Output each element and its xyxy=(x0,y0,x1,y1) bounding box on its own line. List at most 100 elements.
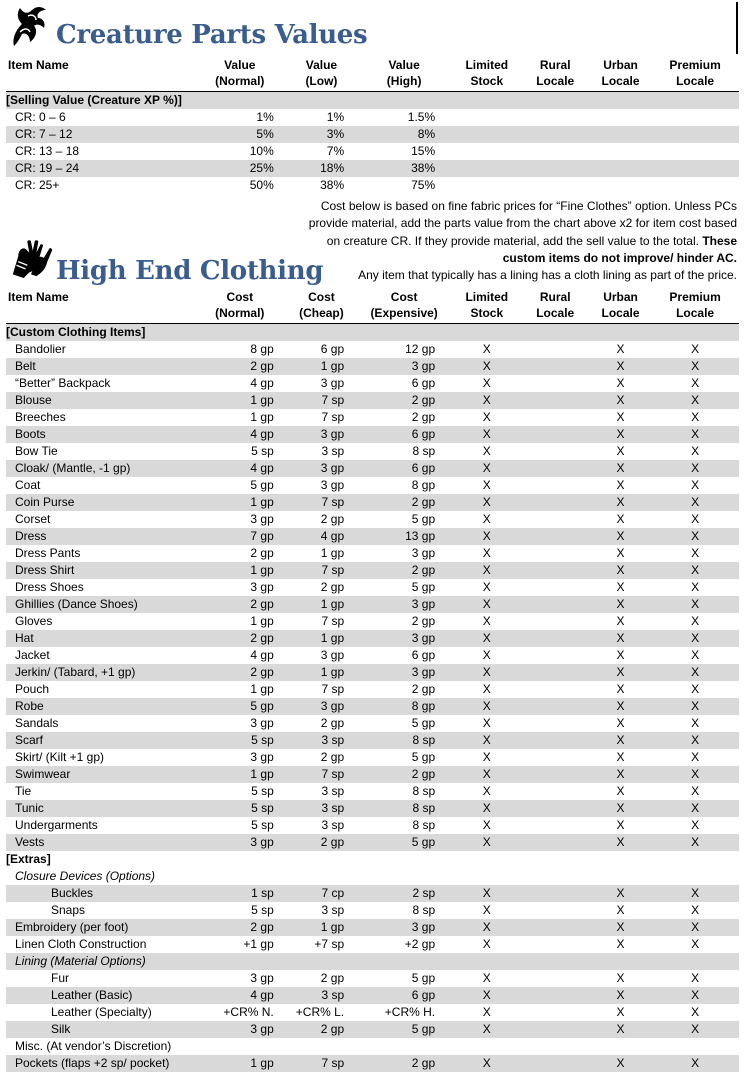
cell: X xyxy=(482,546,491,560)
cell: 4 gp xyxy=(250,648,274,662)
cell xyxy=(521,1004,590,1021)
cell: 5 sp xyxy=(251,818,274,832)
cell: X xyxy=(482,818,491,832)
cell: 3 gp xyxy=(355,596,454,613)
table-row: Belt 2 gp 1 gp 3 gp X X X xyxy=(6,358,739,375)
cell: 6 gp xyxy=(355,987,454,1004)
item-name: Breeches xyxy=(15,410,66,424)
item-name: Silk xyxy=(6,1021,192,1038)
item-name: Misc. (At vendor’s Discretion) xyxy=(15,1039,172,1053)
cell: 5 gp xyxy=(411,512,436,526)
item-name: Closure Devices (Options) xyxy=(15,869,156,883)
cell: 5 gp xyxy=(191,698,288,715)
cell: 3 gp xyxy=(287,460,356,477)
item-name: Jacket xyxy=(15,648,50,662)
cell: X xyxy=(453,885,521,902)
cell: X xyxy=(616,546,625,560)
cell: X xyxy=(651,766,739,783)
cell: 75% xyxy=(411,178,436,192)
cell: 4 gp xyxy=(287,528,356,545)
cell xyxy=(521,579,590,596)
cell: X xyxy=(589,987,652,1004)
cell: 7 sp xyxy=(287,1055,356,1072)
section-label: [Custom Clothing Items] xyxy=(6,323,739,341)
cell: 8 sp xyxy=(355,732,454,749)
cell: 3 sp xyxy=(287,800,356,817)
cell: X xyxy=(691,614,700,628)
cell: 8 gp xyxy=(411,478,436,492)
item-name: Linen Cloth Construction xyxy=(15,937,147,951)
table-row: Pockets (flaps +2 sp/ pocket) 1 gp 7 sp 2 g… xyxy=(6,1055,739,1072)
cell: 8 sp xyxy=(355,800,454,817)
cell xyxy=(453,953,521,970)
cell xyxy=(520,630,590,647)
cell xyxy=(520,664,590,681)
cell xyxy=(590,109,651,126)
item-name: CR: 13 – 18 xyxy=(15,144,80,158)
cell: X xyxy=(453,834,521,851)
cell: 3 gp xyxy=(250,716,274,730)
item-name: Coin Purse xyxy=(6,494,192,511)
cell: 25% xyxy=(191,160,288,177)
cell: 2 gp xyxy=(320,580,345,594)
cell xyxy=(521,868,590,885)
cell: 5 gp xyxy=(411,750,436,764)
column-header: Rural Locale xyxy=(536,290,575,320)
table-row: Leather (Basic) 4 gp 3 sp 6 gp X X X xyxy=(6,987,739,1004)
item-name: CR: 7 – 12 xyxy=(6,126,192,143)
cell xyxy=(590,868,651,885)
cell: X xyxy=(651,834,739,851)
item-name: Jerkin/ (Tabard, +1 gp) xyxy=(6,664,192,681)
cell xyxy=(453,177,520,194)
cell xyxy=(520,562,590,579)
creature-table: Item Name Value (Normal) Value (Low) Value … xyxy=(6,57,739,194)
cell xyxy=(521,1038,590,1055)
item-name: Sandals xyxy=(15,716,59,730)
table-row: Vests 3 gp 2 gp 5 gp X X X xyxy=(6,834,739,851)
cell: X xyxy=(453,392,521,409)
item-name: Pockets (flaps +2 sp/ pocket) xyxy=(6,1055,192,1072)
cell xyxy=(651,177,739,194)
cell: 7 cp xyxy=(287,885,356,902)
cell: X xyxy=(482,410,491,424)
item-name: “Better” Backpack xyxy=(15,376,111,390)
cell xyxy=(453,868,520,885)
creature-title: Creature Parts Values xyxy=(56,20,368,50)
table-row: Embroidery (per foot) 2 gp 1 gp 3 gp X X X xyxy=(6,919,739,936)
cell: X xyxy=(589,528,652,545)
cell: X xyxy=(651,630,739,647)
column-header: Item Name xyxy=(8,58,69,72)
cell: 1 gp xyxy=(250,682,274,696)
cell: 5 gp xyxy=(411,580,436,594)
cell: 5 sp xyxy=(251,784,274,798)
cell xyxy=(651,868,739,885)
cell: X xyxy=(589,426,652,443)
cell xyxy=(520,698,590,715)
item-name: Leather (Specialty) xyxy=(51,1005,152,1019)
item-name: Boots xyxy=(6,426,192,443)
cell xyxy=(453,109,520,126)
cell: 5 sp xyxy=(251,444,274,458)
cell: X xyxy=(651,1055,739,1072)
item-name: Pouch xyxy=(15,682,50,696)
table-row: Dress Shirt 1 gp 7 sp 2 gp X X X xyxy=(6,562,739,579)
cell: 7 sp xyxy=(287,562,356,579)
cell: 3 gp xyxy=(320,648,345,662)
item-name: Buckles xyxy=(6,885,192,902)
cell: 7 sp xyxy=(287,766,356,783)
item-name: Robe xyxy=(6,698,192,715)
cell: 3% xyxy=(287,126,356,143)
item-name: Dress Pants xyxy=(15,546,81,560)
cell: 5 gp xyxy=(411,716,436,730)
cell: 4 gp xyxy=(191,426,288,443)
cell xyxy=(287,953,356,970)
cell: X xyxy=(616,716,625,730)
cell: X xyxy=(691,342,700,356)
cell: 3 sp xyxy=(321,444,345,458)
cell xyxy=(521,545,590,562)
cell: 2 gp xyxy=(191,358,288,375)
cell: X xyxy=(651,460,739,477)
cell: 8 gp xyxy=(250,342,274,356)
cell: X xyxy=(651,800,739,817)
cell: 15% xyxy=(411,144,436,158)
